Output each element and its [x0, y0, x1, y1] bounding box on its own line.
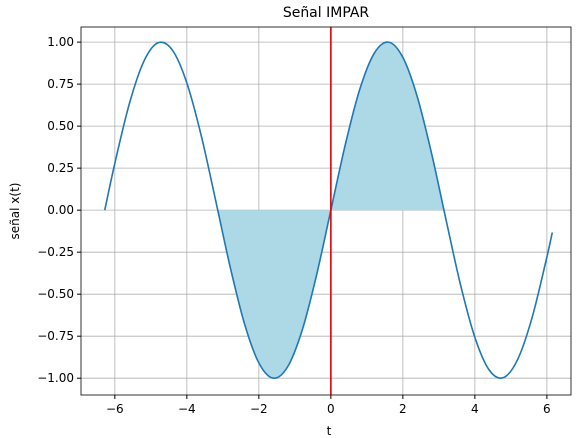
- y-tick-label: 1.00: [47, 35, 74, 49]
- y-tick-label: −0.75: [37, 329, 74, 343]
- y-tick-label: 0.25: [47, 161, 74, 175]
- y-tick-label: −0.25: [37, 245, 74, 259]
- axes-frame: [80, 26, 572, 396]
- x-tick-label: −6: [106, 402, 124, 416]
- x-tick-label: 0: [327, 402, 335, 416]
- x-tick-label: 4: [471, 402, 479, 416]
- y-tick-label: 0.50: [47, 119, 74, 133]
- x-tick-label: 6: [543, 402, 551, 416]
- y-tick-label: 0.75: [47, 77, 74, 91]
- x-tick-label: −2: [250, 402, 268, 416]
- y-tick-label: 0.00: [47, 203, 74, 217]
- chart-title: Señal IMPAR: [283, 5, 370, 21]
- x-tick-label: −4: [178, 402, 196, 416]
- x-tick-label: 2: [399, 402, 407, 416]
- y-tick-label: −1.00: [37, 371, 74, 385]
- fill-area: [217, 42, 444, 379]
- y-tick-label: −0.50: [37, 287, 74, 301]
- y-axis-label: señal x(t): [8, 183, 22, 240]
- x-axis-label: t: [327, 424, 332, 438]
